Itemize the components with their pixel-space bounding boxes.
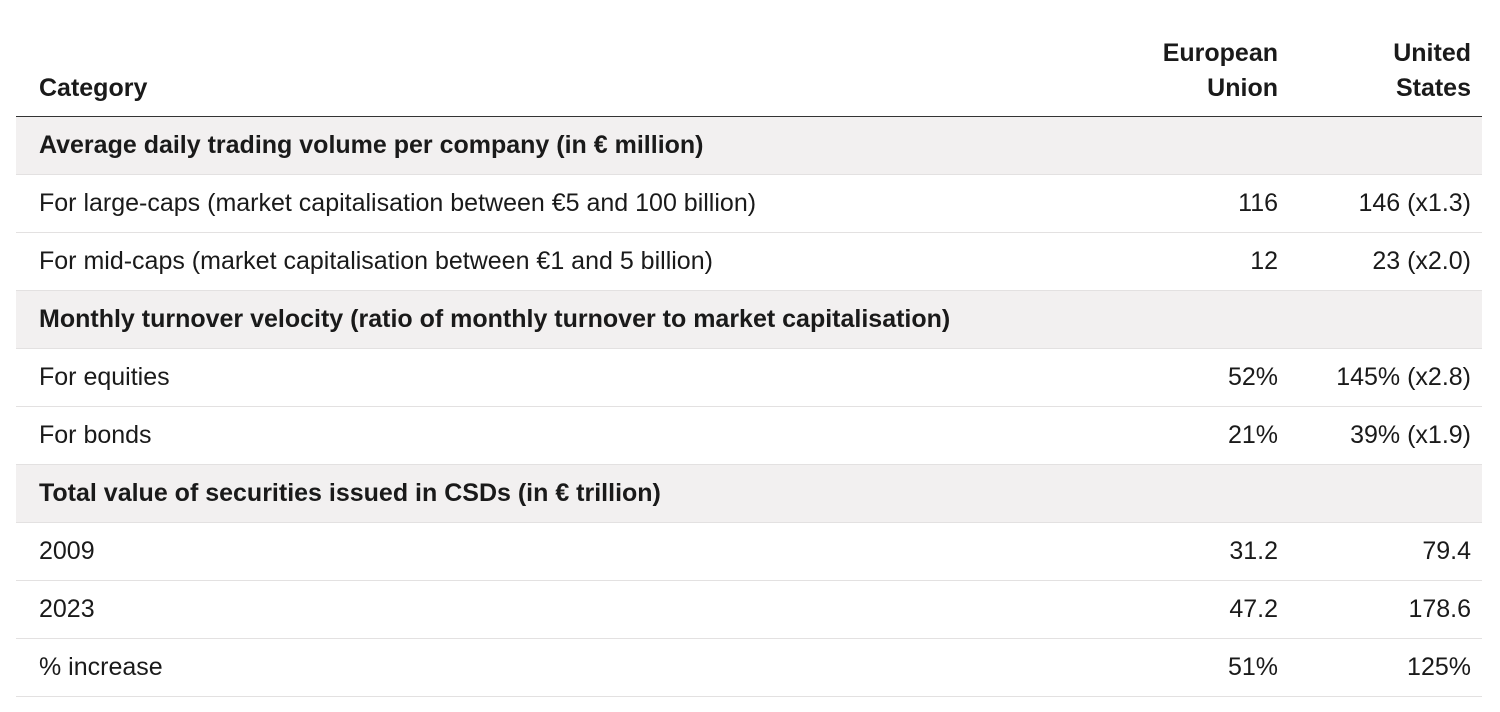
table-row: 2009 31.2 79.4 xyxy=(16,522,1482,581)
header-category: Category xyxy=(16,28,1096,117)
section-header-row: Monthly turnover velocity (ratio of mont… xyxy=(16,290,1482,349)
us-value: 145% (x2.8) xyxy=(1286,348,1482,407)
row-label: 2023 xyxy=(16,580,1096,639)
us-value: 23 (x2.0) xyxy=(1286,232,1482,291)
section-title: Average daily trading volume per company… xyxy=(16,116,1482,175)
us-value: 39% (x1.9) xyxy=(1286,406,1482,465)
eu-value: 51% xyxy=(1096,638,1286,697)
row-label: % increase xyxy=(16,638,1096,697)
header-eu-line2: Union xyxy=(1207,74,1278,102)
section-header-row: Total value of securities issued in CSDs… xyxy=(16,464,1482,523)
table-row: For bonds 21% 39% (x1.9) xyxy=(16,406,1482,465)
us-value: 178.6 xyxy=(1286,580,1482,639)
comparison-table: Category European Union United States Av… xyxy=(16,28,1482,697)
section-title: Monthly turnover velocity (ratio of mont… xyxy=(16,290,1482,349)
table-header: Category European Union United States xyxy=(16,28,1482,117)
row-label: For bonds xyxy=(16,406,1096,465)
us-value: 79.4 xyxy=(1286,522,1482,581)
header-united-states: United States xyxy=(1286,28,1482,117)
comparison-table-container: Category European Union United States Av… xyxy=(16,28,1482,697)
us-value: 146 (x1.3) xyxy=(1286,174,1482,233)
header-us-line1: United xyxy=(1393,39,1471,67)
eu-value: 31.2 xyxy=(1096,522,1286,581)
table-row: For mid-caps (market capitalisation betw… xyxy=(16,232,1482,291)
table-row: % increase 51% 125% xyxy=(16,638,1482,697)
eu-value: 116 xyxy=(1096,174,1286,233)
row-label: For mid-caps (market capitalisation betw… xyxy=(16,232,1096,291)
header-us-line2: States xyxy=(1395,74,1471,102)
eu-value: 21% xyxy=(1096,406,1286,465)
table-row: 2023 47.2 178.6 xyxy=(16,580,1482,639)
header-european-union: European Union xyxy=(1096,28,1286,117)
table-row: For large-caps (market capitalisation be… xyxy=(16,174,1482,233)
row-label: 2009 xyxy=(16,522,1096,581)
us-value: 125% xyxy=(1286,638,1482,697)
section-header-row: Average daily trading volume per company… xyxy=(16,116,1482,175)
section-title: Total value of securities issued in CSDs… xyxy=(16,464,1482,523)
table-body: Average daily trading volume per company… xyxy=(16,116,1482,697)
eu-value: 12 xyxy=(1096,232,1286,291)
row-label: For equities xyxy=(16,348,1096,407)
eu-value: 52% xyxy=(1096,348,1286,407)
row-label: For large-caps (market capitalisation be… xyxy=(16,174,1096,233)
header-eu-line1: European xyxy=(1162,39,1278,67)
table-row: For equities 52% 145% (x2.8) xyxy=(16,348,1482,407)
eu-value: 47.2 xyxy=(1096,580,1286,639)
header-row: Category European Union United States xyxy=(16,28,1482,117)
